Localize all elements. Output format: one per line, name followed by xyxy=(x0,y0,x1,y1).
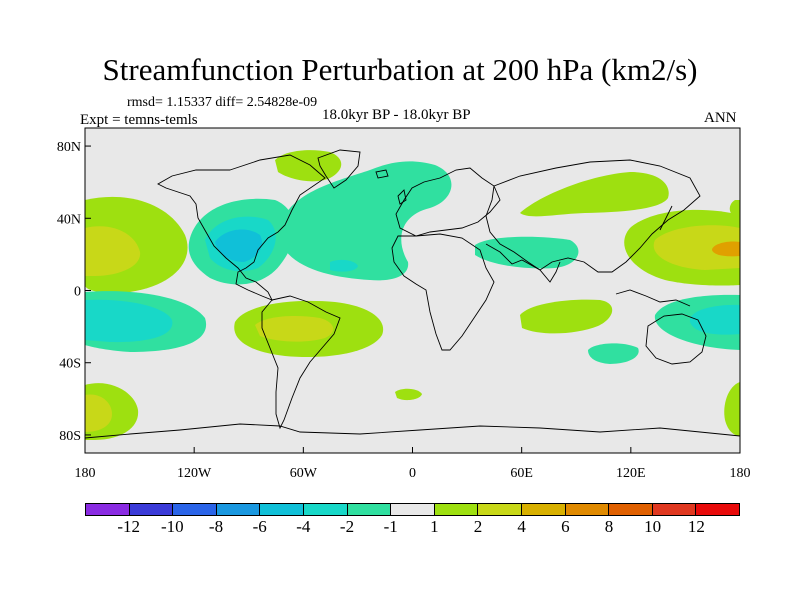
anomaly-region-sam-pos2 xyxy=(255,316,334,342)
colorbar-swatch xyxy=(609,504,653,515)
anomaly-region-trop-neg2 xyxy=(85,299,173,343)
coast-south-america xyxy=(261,295,341,430)
coast-japan xyxy=(659,205,673,231)
colorbar-label: 6 xyxy=(561,517,570,536)
anomaly-region-sind-neg xyxy=(588,343,639,364)
colorbar-swatch xyxy=(478,504,522,515)
anomaly-region-asia-pos xyxy=(520,172,669,217)
colorbar-swatch xyxy=(216,504,261,515)
colorbar-swatch xyxy=(129,504,174,515)
colorbar-label: 4 xyxy=(517,517,526,536)
x-axis: 180 120W 60W 0 60E 120E 180 xyxy=(75,447,751,481)
y-axis: 80N 40N 0 40S 80S xyxy=(57,140,91,444)
season-label: ANN xyxy=(704,110,737,126)
y-tick-label: 40S xyxy=(59,357,81,372)
colorbar-swatch xyxy=(347,504,392,515)
anomaly-region-na-neg3 xyxy=(215,229,263,262)
colorbar-label: -10 xyxy=(160,517,184,536)
colorbar-swatch xyxy=(86,504,130,515)
anomaly-region-trop-neg-east2 xyxy=(689,304,740,335)
anomaly-region-npac-pos2 xyxy=(85,226,141,276)
coast-uk xyxy=(397,189,407,205)
anomaly-region-so-pos-east xyxy=(724,382,740,436)
colorbar-label: 2 xyxy=(473,517,483,536)
period-label: 18.0kyr BP - 18.0kyr BP xyxy=(322,107,471,123)
y-tick-label: 0 xyxy=(74,285,81,300)
x-tick-label: 60W xyxy=(290,466,318,481)
colorbar-label: -12 xyxy=(117,517,140,536)
coast-antarctica xyxy=(85,423,740,439)
stats-line: rmsd= 1.15337 diff= 2.54828e-09 xyxy=(127,95,318,110)
colorbar-swatch xyxy=(303,504,348,515)
colorbar-label: 10 xyxy=(644,517,662,536)
anomaly-region-wpac-pos3 xyxy=(712,241,740,257)
x-tick-label: 180 xyxy=(730,466,751,481)
colorbar-swatch xyxy=(260,504,304,515)
colorbar-swatch xyxy=(391,504,435,515)
colorbar-label: 8 xyxy=(604,517,614,536)
coast-australia xyxy=(645,313,707,365)
x-tick-label: 180 xyxy=(75,466,96,481)
x-tick-label: 60E xyxy=(510,466,533,481)
colorbar-label: -1 xyxy=(383,517,398,536)
colorbar-label: -4 xyxy=(296,517,311,536)
coast-africa xyxy=(391,233,495,351)
coast-europe xyxy=(395,167,501,237)
colorbar-swatch xyxy=(434,504,479,515)
coast-maritime xyxy=(615,289,691,307)
colorbar-label: 12 xyxy=(687,517,705,536)
coastlines xyxy=(85,149,740,439)
colorbar-label: -8 xyxy=(208,517,224,536)
colorbar xyxy=(85,503,740,516)
coast-asia xyxy=(485,159,701,273)
coast-north-america xyxy=(157,154,326,301)
colorbar-label: -6 xyxy=(252,517,267,536)
coast-iceland xyxy=(375,169,389,179)
anomaly-fields xyxy=(85,150,740,440)
coast-arabia-india xyxy=(485,243,561,283)
colorbar-swatch xyxy=(696,504,739,515)
anomaly-region-sind-pos xyxy=(520,299,613,334)
colorbar-swatch xyxy=(521,504,566,515)
colorbar-label: -2 xyxy=(339,517,355,536)
colorbar-labels: -12 -10 -8 -6 -4 -2 -1 1 2 4 6 8 10 12 xyxy=(0,517,800,537)
y-tick-label: 80N xyxy=(57,140,81,155)
x-tick-label: 0 xyxy=(409,466,416,481)
x-tick-label: 120W xyxy=(177,466,212,481)
colorbar-swatch xyxy=(652,504,697,515)
colorbar-swatch xyxy=(173,504,217,515)
anomaly-region-atl-neg2 xyxy=(330,259,358,272)
y-tick-label: 40N xyxy=(57,212,81,227)
anomaly-region-so-pos2 xyxy=(85,394,112,432)
anomaly-region-wpac-pos2 xyxy=(653,225,740,270)
anomaly-region-so-small xyxy=(395,388,422,401)
x-tick-label: 120E xyxy=(616,466,646,481)
colorbar-swatch xyxy=(565,504,610,515)
coast-greenland xyxy=(317,149,361,189)
y-tick-label: 80S xyxy=(59,429,81,444)
experiment-label: Expt = temns-temls xyxy=(80,112,198,128)
anomaly-region-pac-small xyxy=(729,200,740,216)
colorbar-label: 1 xyxy=(430,517,439,536)
figure-title: Streamfunction Perturbation at 200 hPa (… xyxy=(102,52,698,87)
